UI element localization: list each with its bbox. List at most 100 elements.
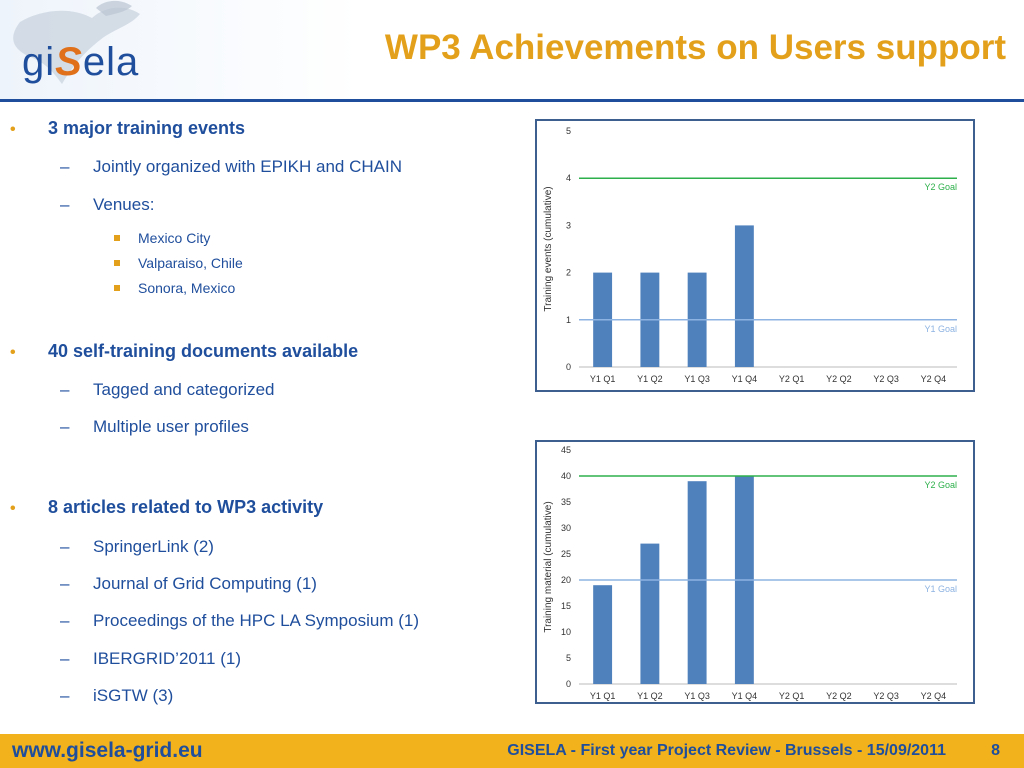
- training-material-chart: Training material (cumulative) 0 5 10 15 20 25…: [535, 440, 975, 704]
- chart-svg: Training events (cumulative) 0 1 2 3 4 5 Y2 Goa…: [543, 126, 957, 384]
- x-tick-label: Y1 Q3: [684, 691, 710, 701]
- y-axis-label: Training events (cumulative): [543, 186, 554, 311]
- x-tick-label: Y2 Q3: [873, 374, 899, 384]
- sub-bullet-item: – Journal of Grid Computing (1): [60, 574, 317, 594]
- x-tick-label: Y2 Q4: [921, 374, 947, 384]
- footer-text: GISELA - First year Project Review - Bru…: [507, 742, 946, 759]
- sub-bullet-dash: –: [60, 649, 70, 668]
- goal-label: Y1 Goal: [924, 584, 957, 594]
- sub-bullet-item: – IBERGRID’2011 (1): [60, 649, 241, 669]
- y-tick-label: 0: [566, 679, 571, 689]
- sub-bullet-text: Venues:: [93, 195, 155, 214]
- page-number: 8: [991, 742, 1000, 759]
- bar: [593, 585, 613, 684]
- sub-bullet-dash: –: [60, 157, 70, 176]
- x-tick-label: Y1 Q1: [590, 374, 616, 384]
- bullet-item: • 3 major training events: [10, 118, 245, 139]
- sub-bullet-text: Proceedings of the HPC LA Symposium (1): [93, 611, 419, 630]
- bar: [687, 481, 707, 684]
- x-tick-label: Y2 Q1: [779, 374, 805, 384]
- logo-text-ela: ela: [82, 40, 140, 84]
- x-tick-label: Y2 Q2: [826, 691, 852, 701]
- footer-bar: www.gisela-grid.eu GISELA - First year P…: [0, 734, 1024, 768]
- y-tick-label: 35: [561, 497, 571, 507]
- sub-bullet-text: iSGTW (3): [93, 686, 174, 705]
- bar: [640, 543, 660, 684]
- sub-bullet-item: – Tagged and categorized: [60, 380, 274, 400]
- square-bullet-icon: [114, 235, 120, 241]
- bullet-item: • 8 articles related to WP3 activity: [10, 497, 323, 518]
- y-tick-label: 30: [561, 523, 571, 533]
- footer-url: www.gisela-grid.eu: [12, 739, 203, 762]
- x-tick-label: Y1 Q4: [732, 374, 758, 384]
- y-tick-label: 15: [561, 601, 571, 611]
- y-tick-label: 1: [566, 315, 571, 325]
- training-events-chart: Training events (cumulative) 0 1 2 3 4 5 Y2 Goa…: [535, 119, 975, 392]
- y-axis-label: Training material (cumulative): [543, 501, 554, 632]
- bar: [734, 225, 754, 367]
- y-tick-label: 5: [566, 126, 571, 136]
- y-tick-label: 10: [561, 627, 571, 637]
- logo-wordmark: giSela: [22, 40, 139, 85]
- sub-bullet-text: Tagged and categorized: [93, 380, 275, 399]
- venue-item: Valparaiso, Chile: [114, 255, 243, 271]
- square-bullet-icon: [114, 285, 120, 291]
- y-tick-label: 0: [566, 362, 571, 372]
- logo-text-gi: gi: [22, 40, 56, 84]
- bullet-text: 3 major training events: [48, 118, 246, 138]
- sub-bullet-dash: –: [60, 417, 70, 436]
- sub-bullet-item: – SpringerLink (2): [60, 537, 214, 557]
- world-map-icon: [13, 0, 140, 84]
- header-bar: giSela WP3 Achievements on Users support: [0, 0, 1024, 102]
- venue-text: Mexico City: [138, 230, 211, 246]
- sub-bullet-dash: –: [60, 574, 70, 593]
- sub-bullet-text: Journal of Grid Computing (1): [93, 574, 317, 593]
- x-tick-label: Y1 Q1: [590, 691, 616, 701]
- y-tick-label: 5: [566, 653, 571, 663]
- bullet-text: 40 self-training documents available: [48, 341, 359, 361]
- sub-bullet-text: SpringerLink (2): [93, 537, 214, 556]
- square-bullet-icon: [114, 260, 120, 266]
- x-tick-label: Y1 Q3: [684, 374, 710, 384]
- bullet-text: 8 articles related to WP3 activity: [48, 497, 324, 517]
- y-tick-label: 25: [561, 549, 571, 559]
- sub-bullet-text: Jointly organized with EPIKH and CHAIN: [93, 157, 402, 176]
- sub-bullet-dash: –: [60, 686, 70, 705]
- y-tick-label: 20: [561, 575, 571, 585]
- y-tick-label: 4: [566, 173, 571, 183]
- sub-bullet-dash: –: [60, 611, 70, 630]
- venue-item: Sonora, Mexico: [114, 280, 235, 296]
- chart-svg: Training material (cumulative) 0 5 10 15 20 25…: [543, 445, 957, 701]
- x-tick-label: Y1 Q4: [732, 691, 758, 701]
- x-tick-label: Y1 Q2: [637, 374, 663, 384]
- x-tick-label: Y2 Q2: [826, 374, 852, 384]
- sub-bullet-dash: –: [60, 380, 70, 399]
- bullet-item: • 40 self-training documents available: [10, 341, 358, 362]
- sub-bullet-text: Multiple user profiles: [93, 417, 249, 436]
- sub-bullet-item: – Proceedings of the HPC LA Symposium (1): [60, 611, 419, 631]
- sub-bullet-item: – Venues:: [60, 195, 154, 215]
- bullet-dot: •: [10, 121, 16, 138]
- sub-bullet-item: – Multiple user profiles: [60, 417, 249, 437]
- y-tick-label: 40: [561, 471, 571, 481]
- y-tick-label: 3: [566, 220, 571, 230]
- goal-label: Y2 Goal: [924, 480, 957, 490]
- y-tick-label: 2: [566, 268, 571, 278]
- sub-bullet-item: – iSGTW (3): [60, 686, 173, 706]
- x-tick-label: Y2 Q3: [873, 691, 899, 701]
- header-divider: [0, 99, 1024, 102]
- venue-text: Sonora, Mexico: [138, 280, 236, 296]
- bullet-dot: •: [10, 344, 16, 361]
- logo-text-s: S: [55, 40, 83, 84]
- sub-bullet-dash: –: [60, 537, 70, 556]
- goal-label: Y2 Goal: [924, 182, 957, 192]
- venue-item: Mexico City: [114, 230, 210, 246]
- x-tick-label: Y2 Q1: [779, 691, 805, 701]
- sub-bullet-dash: –: [60, 195, 70, 214]
- x-tick-label: Y1 Q2: [637, 691, 663, 701]
- y-tick-label: 45: [561, 445, 571, 455]
- sub-bullet-text: IBERGRID’2011 (1): [93, 649, 242, 668]
- x-tick-label: Y2 Q4: [921, 691, 947, 701]
- venue-text: Valparaiso, Chile: [138, 255, 243, 271]
- gisela-logo: giSela: [0, 0, 170, 100]
